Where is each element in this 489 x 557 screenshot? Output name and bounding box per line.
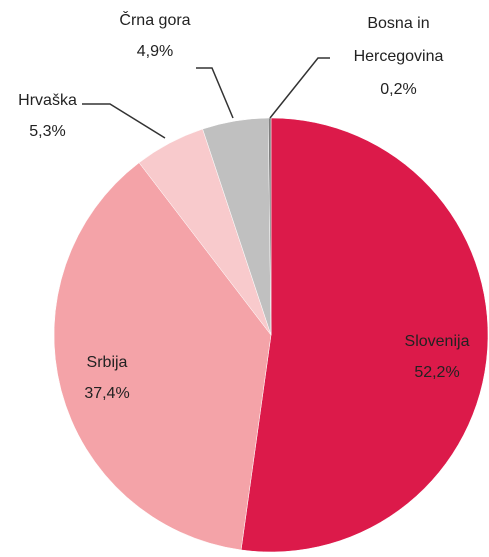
value-label: 5,3% <box>29 123 66 140</box>
pie-slice <box>268 117 272 336</box>
category-label: Slovenija <box>404 333 470 350</box>
category-label: Črna gora <box>119 12 191 29</box>
slice-label: Slovenija 52,2% <box>377 326 489 388</box>
leader-line <box>269 57 330 119</box>
slice-label: Črna gora 4,9% <box>105 5 205 67</box>
leader-line <box>196 67 234 119</box>
category-label: Hrvaška <box>18 92 77 109</box>
value-label: 52,2% <box>414 364 460 381</box>
leader-lines <box>82 57 330 139</box>
value-label: 4,9% <box>136 43 174 60</box>
value-label: 37,4% <box>84 385 130 402</box>
slice-label: Bosna in Hercegovina 0,2% <box>336 7 461 106</box>
pie-slice <box>240 117 489 553</box>
pie-slice <box>53 162 272 551</box>
pie <box>53 117 489 553</box>
category-label: Srbija <box>86 354 128 371</box>
value-label: 0,2% <box>380 81 417 98</box>
slice-label: Srbija 37,4% <box>57 347 157 409</box>
category-label: Bosna in Hercegovina <box>353 15 444 65</box>
leader-line <box>82 103 166 139</box>
slice-label: Hrvaška 5,3% <box>0 85 95 147</box>
